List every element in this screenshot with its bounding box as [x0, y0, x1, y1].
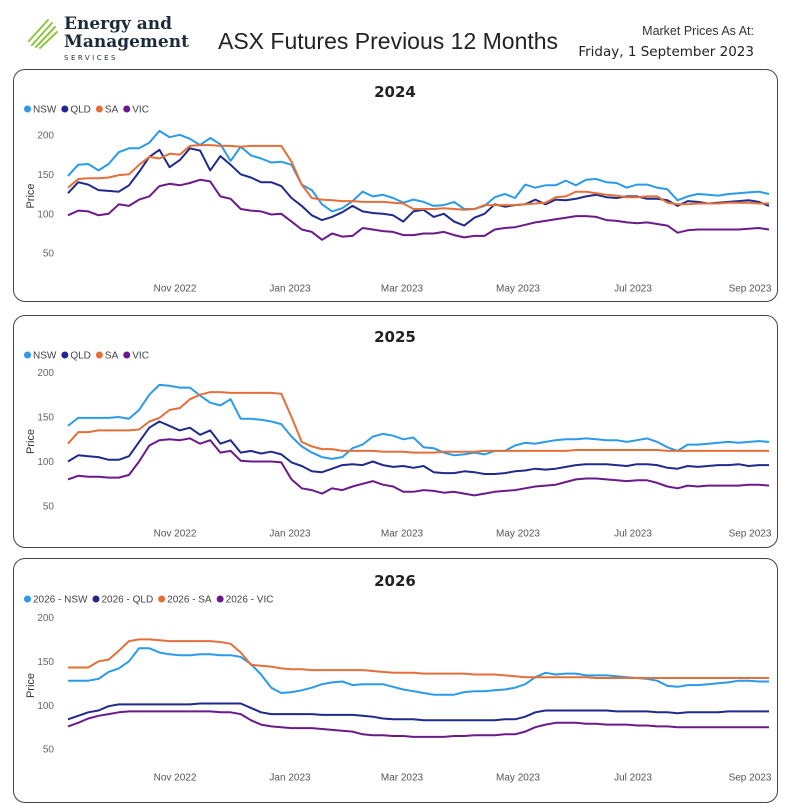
legend-label: QLD [70, 351, 91, 362]
market-prices-label: Market Prices As At: [642, 24, 754, 38]
legend-label: SA [105, 351, 119, 362]
x-tick-label: Jan 2023 [269, 529, 311, 540]
x-tick-label: Nov 2022 [154, 773, 197, 784]
y-tick-label: 150 [37, 413, 54, 424]
x-tick-label: Jan 2023 [269, 773, 311, 784]
legend-label: 2026 - QLD [101, 595, 153, 606]
x-tick-label: May 2023 [496, 773, 540, 784]
legend-label: NSW [33, 105, 57, 116]
legend-marker [158, 595, 166, 603]
y-tick-label: 50 [43, 502, 55, 513]
series-line-qld [67, 420, 769, 475]
x-tick-label: Jan 2023 [269, 284, 311, 295]
legend-marker [95, 351, 103, 359]
chart-panel-2024: 2024 NSW QLD SA VIC Price 50 100 150 200 Nov 2022 J… [13, 69, 778, 302]
x-tick-label: Nov 2022 [154, 284, 197, 295]
x-tick-label: Jul 2023 [614, 284, 652, 295]
legend-label: VIC [132, 105, 149, 116]
legend-label: 2026 - SA [167, 595, 212, 606]
chart-2024: 2024 NSW QLD SA VIC Price 50 100 150 200 Nov 2022 J… [24, 83, 772, 295]
x-tick-label: Mar 2023 [381, 529, 424, 540]
y-tick-label: 50 [43, 745, 55, 756]
series-line-sa [67, 391, 769, 454]
y-axis-label: Price [25, 673, 37, 698]
logo-leaf-icon [28, 19, 58, 49]
report-header: Energy and Management SERVICES ASX Futur… [0, 0, 792, 66]
page-title: ASX Futures Previous 12 Months [218, 28, 559, 54]
chart-panel-2025: 2025 NSW QLD SA VIC Price 50 100 150 200 Nov 2022 J… [13, 315, 778, 548]
chart-2026: 2026 2026 - NSW 2026 - QLD 2026 - SA 2026 - … [24, 572, 772, 784]
legend-marker [123, 105, 131, 113]
y-tick-label: 100 [37, 209, 54, 220]
x-tick-label: Jul 2023 [614, 529, 652, 540]
series-line-nsw [68, 647, 769, 696]
legend-label: 2026 - NSW [33, 595, 88, 606]
y-tick-label: 50 [43, 249, 55, 260]
legend-marker [24, 351, 31, 359]
x-tick-label: Mar 2023 [381, 284, 424, 295]
legend-marker [95, 105, 103, 113]
series-line-vic [67, 178, 770, 241]
legend-marker [61, 105, 69, 113]
chart-2025: 2025 NSW QLD SA VIC Price 50 100 150 200 Nov 2022 J… [24, 328, 772, 540]
chart-title: 2026 [374, 572, 416, 590]
y-tick-label: 200 [37, 613, 54, 624]
legend-label: VIC [132, 351, 149, 362]
x-tick-label: Sep 2023 [729, 529, 772, 540]
legend-label: SA [105, 105, 119, 116]
x-tick-label: Nov 2022 [154, 529, 197, 540]
company-logo: Energy and Management SERVICES [26, 14, 189, 64]
series-line-nsw [67, 383, 770, 460]
legend-marker [216, 595, 224, 603]
x-tick-label: May 2023 [496, 529, 540, 540]
x-tick-label: May 2023 [496, 284, 540, 295]
legend-label: NSW [33, 351, 57, 362]
legend-marker [24, 595, 31, 603]
chart-title: 2025 [374, 328, 416, 346]
legend-label: QLD [70, 105, 91, 116]
series-line-nsw [67, 129, 770, 213]
series-line-sa [67, 144, 769, 211]
chart-panel-2026: 2026 2026 - NSW 2026 - QLD 2026 - SA 2026 - … [13, 558, 778, 803]
legend-marker [92, 595, 100, 603]
legend-marker [24, 105, 31, 113]
logo-text-line3: SERVICES [64, 54, 118, 62]
x-tick-label: Sep 2023 [729, 284, 772, 295]
y-tick-label: 150 [37, 657, 54, 668]
y-tick-label: 100 [37, 701, 54, 712]
series-line-vic [67, 710, 769, 738]
y-axis-label: Price [25, 429, 37, 454]
logo-text-line2: Management [64, 32, 189, 52]
legend-marker [123, 351, 131, 359]
legend-label: 2026 - VIC [226, 595, 274, 606]
x-tick-label: Jul 2023 [614, 773, 652, 784]
y-tick-label: 200 [37, 368, 54, 379]
series-line-vic [67, 437, 770, 497]
x-tick-label: Mar 2023 [381, 773, 424, 784]
chart-title: 2024 [374, 83, 416, 101]
series-line-sa [68, 638, 769, 679]
series-line-qld [67, 702, 769, 722]
market-date: Friday, 1 September 2023 [578, 44, 754, 60]
y-tick-label: 100 [37, 457, 54, 468]
y-tick-label: 150 [37, 170, 54, 181]
legend-marker [61, 351, 69, 359]
y-tick-label: 200 [37, 130, 54, 141]
y-axis-label: Price [25, 183, 37, 208]
series-line-qld [67, 147, 770, 227]
x-tick-label: Sep 2023 [729, 773, 772, 784]
logo-text-line1: Energy and [64, 14, 173, 34]
